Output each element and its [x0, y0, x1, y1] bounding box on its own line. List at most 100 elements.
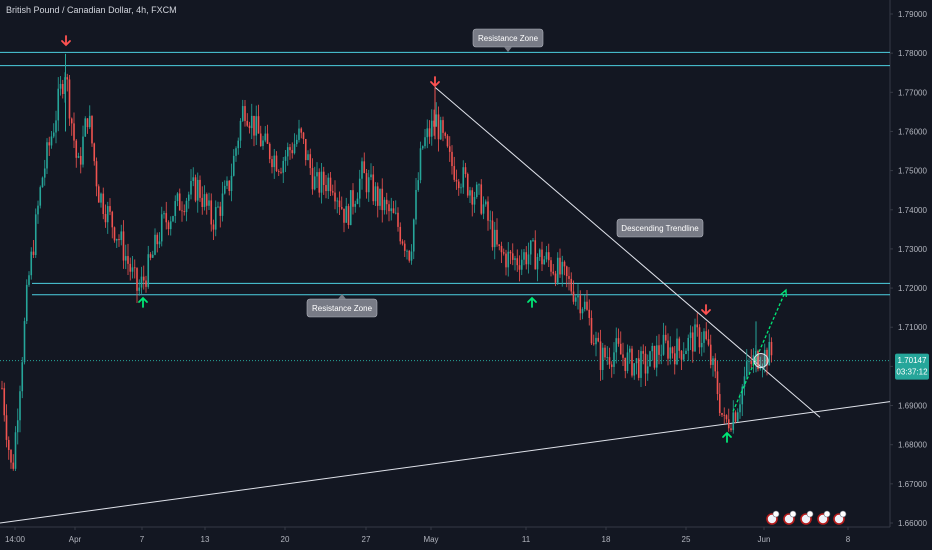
candle-body: [16, 420, 19, 433]
candle-body: [21, 362, 24, 392]
candle-body: [257, 116, 260, 134]
y-tick-label: 1.72000: [898, 284, 927, 293]
candle-body: [361, 161, 363, 179]
candle-body: [700, 342, 703, 348]
y-tick-label: 1.73000: [898, 245, 927, 254]
candle-body: [199, 179, 201, 198]
candle-body: [381, 188, 384, 211]
candle-body: [430, 120, 433, 137]
candle-body: [507, 251, 510, 268]
y-tick-label: 1.74000: [898, 206, 927, 215]
candle-body: [19, 391, 21, 421]
candle-body: [124, 256, 127, 261]
candle-body: [145, 280, 147, 287]
x-tick-label: 14:00: [5, 535, 26, 544]
candle-body: [336, 200, 339, 202]
candle-body: [385, 199, 388, 205]
candle-body: [295, 139, 298, 145]
candle-body: [70, 118, 73, 124]
candle-body: [111, 211, 114, 228]
candle-body: [397, 212, 399, 227]
candle-body: [129, 263, 132, 272]
callout-pointer: [338, 294, 346, 299]
candle-body: [194, 177, 197, 201]
resistance-zone-callout: Resistance Zone: [306, 294, 378, 318]
candle-body: [277, 171, 280, 172]
candle-body: [570, 278, 573, 292]
candle-body: [370, 174, 372, 178]
candle-body: [226, 180, 228, 186]
candle-body: [28, 275, 30, 285]
candle-body: [12, 462, 15, 469]
up-arrow-icon: [138, 296, 148, 308]
candle-body: [741, 386, 744, 405]
resistance-zone-callout: Resistance Zone: [472, 28, 544, 52]
candle-body: [196, 179, 199, 201]
candle-body: [394, 212, 397, 214]
candle-body: [61, 83, 64, 95]
candle-body: [376, 186, 379, 206]
candle-body: [228, 180, 231, 191]
candle-body: [426, 128, 429, 138]
candle-body: [208, 200, 210, 206]
event-count-icon: [772, 510, 780, 518]
candle-body: [478, 184, 480, 186]
candle-body: [358, 178, 361, 199]
candle-body: [543, 259, 546, 265]
candle-body: [442, 120, 444, 133]
candle-body: [682, 354, 685, 360]
candle-body: [403, 243, 406, 251]
candle-body: [246, 120, 249, 126]
candle-body: [52, 132, 55, 137]
candle-body: [579, 295, 582, 314]
candle-body: [55, 120, 57, 133]
projection-arrow-head: [780, 288, 787, 298]
candle-body: [95, 161, 98, 187]
candle-body: [660, 354, 663, 356]
candle-body: [520, 259, 523, 270]
candle-body: [347, 206, 350, 226]
candle-body: [658, 345, 660, 355]
candle-body: [10, 450, 12, 463]
candle-body: [608, 357, 611, 365]
candle-body: [588, 309, 591, 318]
candle-body: [655, 345, 658, 368]
candle-body: [628, 348, 631, 353]
candle-body: [169, 221, 172, 230]
candle-body: [707, 339, 710, 345]
candle-body: [451, 151, 453, 167]
candle-body: [122, 231, 125, 261]
candle-body: [322, 171, 325, 186]
candle-body: [500, 245, 503, 253]
candle-body: [424, 137, 426, 147]
candle-body: [597, 337, 600, 342]
candle-body: [219, 206, 222, 216]
candle-body: [82, 136, 84, 165]
candle-body: [192, 177, 195, 182]
candle-body: [318, 172, 321, 193]
candle-body: [66, 77, 69, 80]
candle-body: [223, 185, 226, 194]
candle-body: [253, 115, 255, 136]
candle-body: [160, 214, 163, 242]
candle-body: [687, 337, 690, 351]
candle-body: [721, 412, 723, 415]
candle-body: [237, 140, 240, 149]
candle-body: [541, 249, 543, 265]
candle-body: [178, 193, 181, 211]
x-tick-label: May: [423, 535, 438, 544]
candle-body: [691, 332, 694, 352]
candle-body: [516, 258, 519, 266]
x-tick-label: 27: [362, 535, 371, 544]
candle-body: [136, 268, 138, 291]
candle-body: [421, 146, 424, 149]
candle-body: [556, 257, 559, 283]
candle-body: [615, 338, 618, 353]
candle-body: [444, 132, 447, 136]
candle-body: [311, 168, 314, 190]
candle-body: [406, 250, 408, 252]
candle-body: [502, 252, 505, 254]
candle-body: [352, 190, 354, 207]
candle-body: [120, 231, 123, 241]
